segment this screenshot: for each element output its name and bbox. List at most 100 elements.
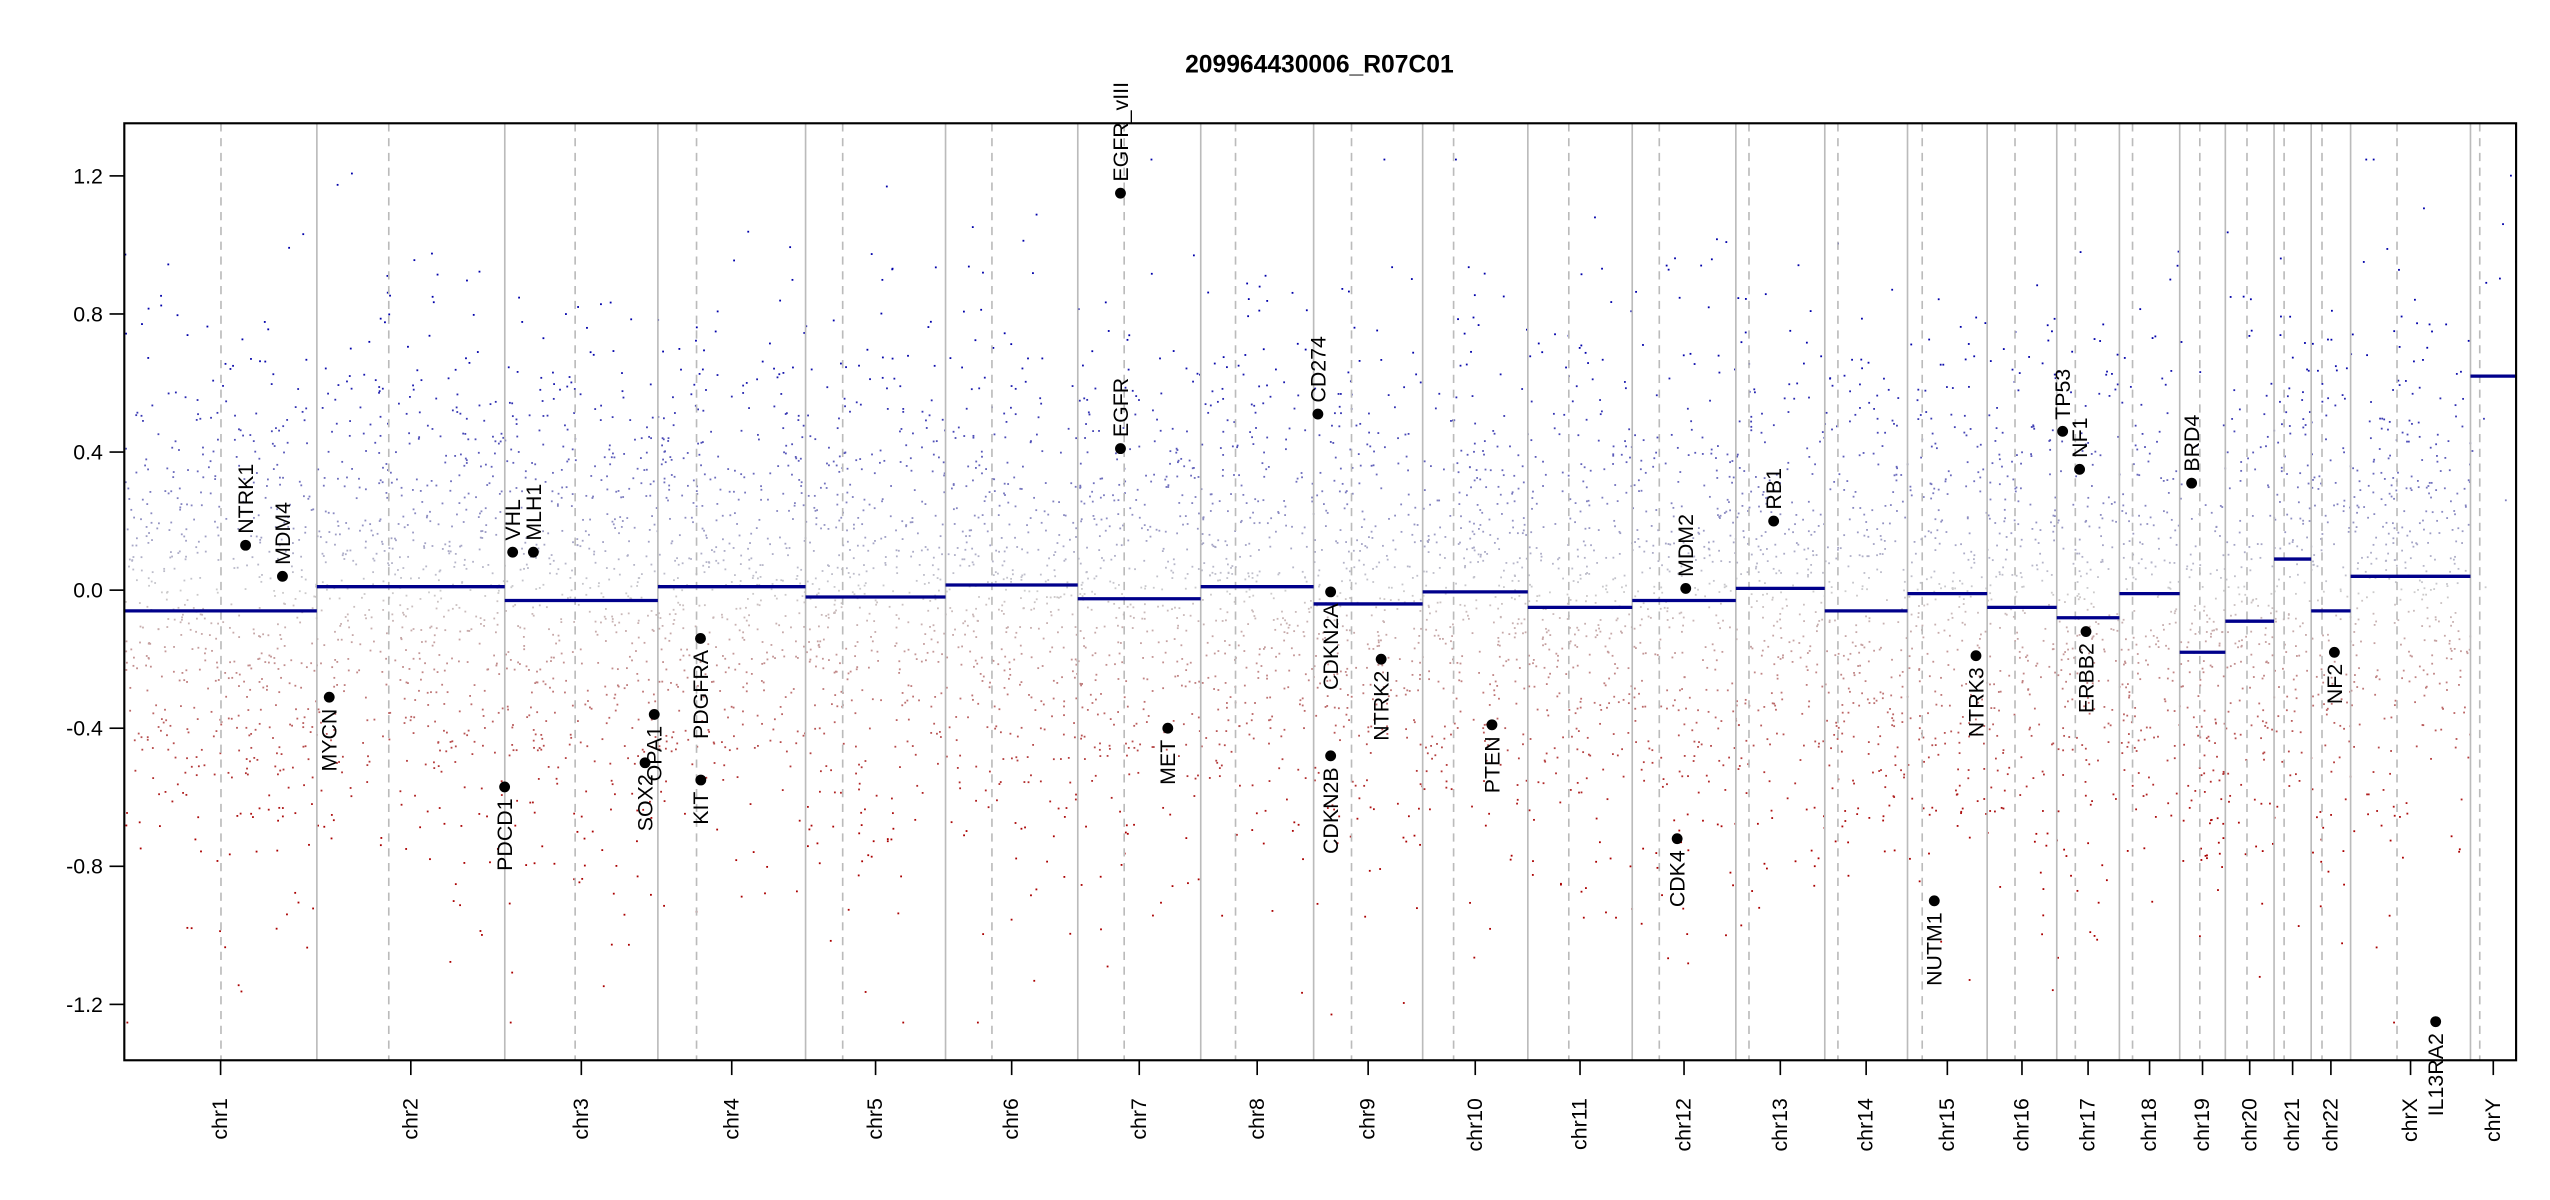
probe-point bbox=[359, 643, 362, 646]
probe-point bbox=[943, 472, 946, 475]
probe-point bbox=[542, 337, 545, 340]
probe-point bbox=[929, 600, 932, 602]
probe-point bbox=[1478, 528, 1480, 530]
probe-point bbox=[406, 524, 409, 526]
probe-point bbox=[429, 520, 432, 523]
probe-point bbox=[1655, 852, 1658, 854]
probe-point bbox=[941, 653, 943, 656]
probe-point bbox=[1085, 423, 1087, 425]
probe-point bbox=[125, 447, 127, 450]
probe-point bbox=[291, 766, 294, 769]
probe-point bbox=[378, 390, 381, 393]
probe-point bbox=[1208, 777, 1211, 779]
probe-point bbox=[901, 538, 904, 540]
probe-point bbox=[1094, 387, 1097, 390]
probe-point bbox=[1670, 530, 1673, 533]
probe-point bbox=[747, 230, 750, 233]
probe-point bbox=[426, 514, 429, 517]
probe-point bbox=[394, 659, 397, 662]
probe-point bbox=[674, 412, 676, 414]
probe-point bbox=[229, 626, 231, 629]
probe-point bbox=[1766, 867, 1768, 870]
probe-point bbox=[1105, 663, 1108, 666]
probe-point bbox=[949, 357, 952, 360]
probe-point bbox=[789, 246, 792, 249]
probe-point bbox=[1124, 480, 1127, 483]
probe-point bbox=[1358, 482, 1361, 485]
probe-point bbox=[1374, 525, 1377, 528]
probe-point bbox=[413, 259, 416, 262]
probe-point bbox=[536, 681, 539, 684]
probe-point bbox=[727, 666, 730, 669]
probe-point bbox=[902, 410, 905, 413]
probe-point bbox=[1387, 394, 1390, 396]
probe-point bbox=[809, 648, 812, 651]
probe-point bbox=[1772, 634, 1775, 637]
probe-point bbox=[1336, 622, 1339, 625]
probe-point bbox=[1293, 821, 1296, 824]
probe-point bbox=[1029, 517, 1032, 519]
probe-point bbox=[1879, 735, 1882, 738]
probe-point bbox=[611, 620, 614, 623]
probe-point bbox=[129, 709, 132, 712]
probe-point bbox=[1639, 624, 1642, 627]
probe-point bbox=[1807, 575, 1809, 578]
probe-point bbox=[1416, 907, 1418, 910]
probe-point bbox=[612, 350, 615, 352]
probe-point bbox=[1002, 578, 1005, 581]
probe-point bbox=[545, 606, 548, 609]
probe-point bbox=[751, 577, 754, 579]
probe-point bbox=[972, 698, 974, 701]
probe-point bbox=[1762, 593, 1764, 596]
probe-point bbox=[1482, 691, 1485, 694]
probe-point bbox=[1702, 819, 1704, 822]
probe-point bbox=[1070, 482, 1073, 485]
probe-point bbox=[790, 691, 793, 694]
probe-point bbox=[1674, 257, 1676, 260]
probe-point bbox=[437, 579, 440, 582]
probe-point bbox=[1634, 687, 1636, 690]
probe-point bbox=[142, 626, 144, 629]
probe-point bbox=[1901, 685, 1904, 688]
probe-point bbox=[1720, 560, 1723, 563]
probe-point bbox=[1362, 563, 1365, 566]
probe-point bbox=[988, 770, 991, 773]
probe-point bbox=[279, 476, 281, 479]
probe-point bbox=[909, 457, 912, 460]
probe-point bbox=[1282, 617, 1284, 620]
probe-point bbox=[1257, 500, 1260, 503]
probe-point bbox=[836, 503, 839, 506]
probe-point bbox=[1084, 646, 1087, 649]
probe-point bbox=[1585, 777, 1588, 780]
probe-point bbox=[1702, 529, 1705, 532]
probe-point bbox=[936, 732, 938, 735]
probe-point bbox=[614, 624, 616, 627]
probe-point bbox=[724, 657, 727, 660]
probe-point bbox=[1191, 502, 1194, 504]
probe-point bbox=[673, 579, 675, 582]
probe-point bbox=[1349, 579, 1351, 582]
probe-point bbox=[1458, 679, 1461, 682]
probe-point bbox=[1703, 484, 1706, 487]
probe-point bbox=[959, 697, 962, 700]
probe-point bbox=[676, 742, 679, 745]
probe-point bbox=[852, 557, 855, 560]
probe-point bbox=[1286, 798, 1288, 801]
probe-point bbox=[1145, 474, 1147, 477]
probe-point bbox=[238, 428, 240, 431]
probe-point bbox=[1531, 497, 1534, 499]
probe-point bbox=[392, 619, 394, 622]
probe-point bbox=[387, 564, 390, 567]
probe-point bbox=[452, 583, 454, 586]
probe-point bbox=[227, 717, 230, 720]
probe-point bbox=[892, 827, 895, 830]
probe-point bbox=[1066, 581, 1069, 584]
probe-point bbox=[791, 443, 794, 446]
probe-point bbox=[668, 484, 671, 487]
probe-point bbox=[636, 875, 639, 878]
probe-point bbox=[389, 471, 392, 474]
probe-point bbox=[222, 384, 224, 387]
probe-point bbox=[1062, 733, 1065, 736]
probe-point bbox=[1799, 656, 1802, 659]
probe-point bbox=[617, 558, 620, 561]
